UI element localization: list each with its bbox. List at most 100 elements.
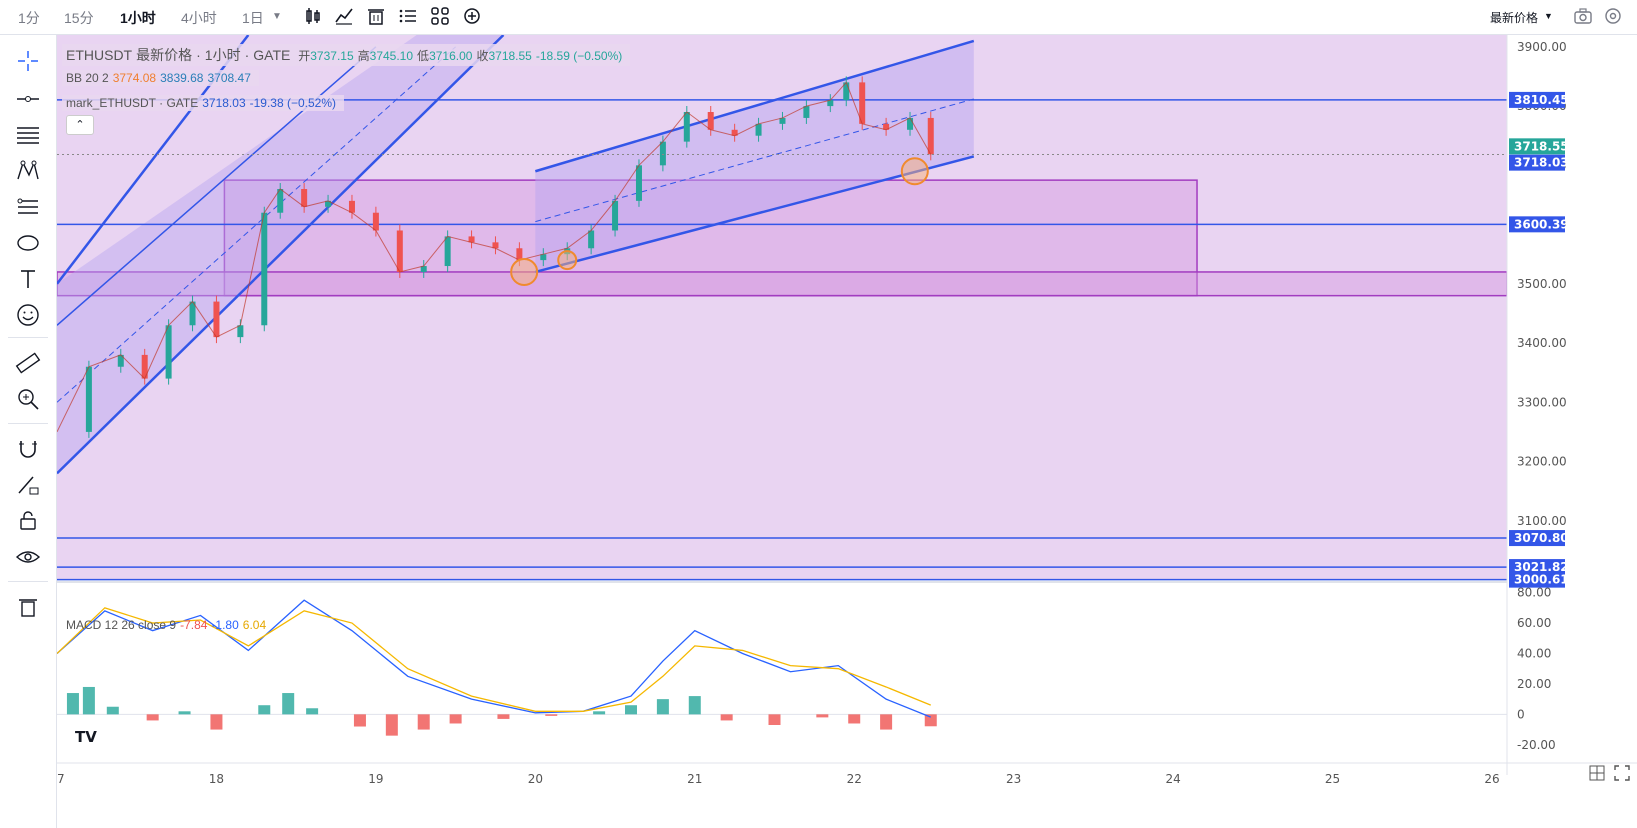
layout-grid-icon[interactable]: [430, 6, 450, 26]
macd-histogram-bar: [625, 705, 637, 715]
current-price-badge: [1509, 138, 1565, 155]
macd-histogram-bar: [593, 711, 606, 715]
price-tick-label: 3100.00: [1517, 514, 1567, 528]
candle: [859, 82, 866, 124]
indicators-icon[interactable]: [334, 6, 354, 26]
macd-histogram-bar: [417, 714, 430, 730]
price-line: [57, 81, 932, 433]
bb-lower: 3708.47: [207, 71, 251, 85]
chart-canvas[interactable]: 3100.00 3200.00 3300.00 3400.00 3500.00 3600.…: [57, 35, 1637, 828]
timeframe-1d[interactable]: 1日: [242, 10, 264, 26]
channel-line-lower: [57, 35, 505, 475]
candle: [165, 325, 172, 379]
toolbar-divider: [8, 423, 48, 424]
time-tick-label: 17: [57, 772, 65, 786]
drawing-toolbar: [0, 35, 57, 828]
time-tick-label: 21: [687, 772, 702, 786]
macd-histogram-bar: [816, 714, 829, 718]
candle: [827, 100, 834, 107]
add-circle-icon[interactable]: [462, 6, 482, 26]
candle: [261, 212, 268, 326]
ruler-icon[interactable]: [14, 349, 42, 377]
price-type-select[interactable]: 最新价格: [1490, 11, 1539, 25]
time-tick-label: 26: [1484, 772, 1499, 786]
text-tool-icon[interactable]: [14, 265, 42, 293]
price-tick-label: 3900.00: [1517, 40, 1567, 54]
legend-type: 最新价格: [136, 47, 193, 63]
time-tick-label: 18: [209, 772, 224, 786]
timeframe-1m[interactable]: 1分: [18, 10, 40, 26]
tradingview-logo-icon: TV: [72, 722, 100, 750]
top-toolbar: 1分 15分 1小时 4小时 1日 ▼ 最新价格 ▼: [0, 0, 1637, 35]
candle: [588, 230, 595, 249]
hline-price-badge: [1509, 216, 1565, 233]
low-label: 低: [417, 49, 430, 63]
candles-icon[interactable]: [303, 6, 323, 26]
emoji-icon[interactable]: [14, 301, 42, 329]
eye-icon[interactable]: [14, 543, 42, 571]
candle: [141, 354, 148, 379]
candle: [731, 129, 738, 136]
camera-icon[interactable]: [1573, 6, 1593, 26]
trash-icon[interactable]: [366, 6, 386, 26]
candle: [396, 230, 403, 272]
fullscreen-icon[interactable]: [1613, 764, 1631, 782]
forecast-icon[interactable]: [14, 193, 42, 221]
list-icon[interactable]: [398, 6, 418, 26]
candle: [189, 301, 196, 326]
macd-histogram-bar: [146, 714, 159, 721]
macd-line: [57, 599, 931, 718]
macd-histogram-bar: [545, 714, 558, 716]
pattern-icon[interactable]: [14, 157, 42, 185]
candle: [468, 236, 475, 243]
macd-hist-value: -7.84: [180, 618, 208, 632]
lock-drawing-icon[interactable]: [14, 471, 42, 499]
macd-histogram-bar: [720, 714, 733, 721]
chart-layout-icon[interactable]: [1588, 764, 1606, 782]
candle: [213, 301, 220, 338]
macd-tick-label: 0: [1517, 707, 1525, 721]
timeframe-15m[interactable]: 15分: [64, 10, 94, 26]
timeframe-1h[interactable]: 1小时: [120, 10, 156, 26]
chevron-down-icon[interactable]: ▼: [272, 11, 282, 22]
current-price-label: 3718.55: [1514, 139, 1569, 153]
signal-line: [57, 607, 932, 712]
hline-price-badge: [1509, 530, 1565, 547]
bb-basis: 3774.08: [112, 71, 157, 85]
candle: [612, 200, 619, 231]
crosshair-icon[interactable]: [14, 47, 42, 75]
magnet-icon[interactable]: [14, 435, 42, 463]
open-label: 开: [298, 49, 311, 63]
candle: [683, 112, 690, 142]
macd-tick-label: 80.00: [1517, 586, 1551, 600]
candle: [348, 200, 355, 213]
legend-symbol: ETHUSDT: [66, 47, 133, 63]
fib-lines-icon[interactable]: [14, 121, 42, 149]
candle: [707, 112, 714, 130]
zoom-in-icon[interactable]: [14, 385, 42, 413]
current-price-label: 3718.03: [1514, 156, 1569, 170]
settings-gear-icon[interactable]: [1603, 6, 1623, 26]
bb-label: BB 20 2: [66, 71, 109, 85]
macd-value: -1.80: [211, 618, 239, 632]
macd-legend: MACD 12 26 close 9 -7.84 -1.80 6.04: [62, 617, 274, 633]
macd-histogram-bar: [385, 714, 398, 736]
toolbar-divider: [8, 581, 48, 582]
lock-icon[interactable]: [14, 507, 42, 535]
macd-histogram-bar: [66, 693, 79, 715]
hline-price-label: 3021.82: [1514, 560, 1569, 574]
highlight-circle-0: [510, 257, 539, 286]
macd-tick-label: 20.00: [1517, 677, 1551, 691]
candle: [659, 141, 666, 166]
candle: [237, 325, 244, 338]
channel2-median: [535, 98, 974, 223]
delete-icon[interactable]: [14, 593, 42, 621]
chevron-down-icon[interactable]: ▼: [1544, 11, 1553, 21]
high-value: 3745.10: [369, 49, 414, 63]
candle: [843, 82, 850, 101]
horizontal-line-icon[interactable]: [14, 85, 42, 113]
ellipse-shape-icon[interactable]: [14, 229, 42, 257]
timeframe-4h[interactable]: 4小时: [181, 10, 217, 26]
channel-line-inner: [57, 46, 377, 326]
collapse-legend-button[interactable]: ⌃: [66, 115, 94, 135]
